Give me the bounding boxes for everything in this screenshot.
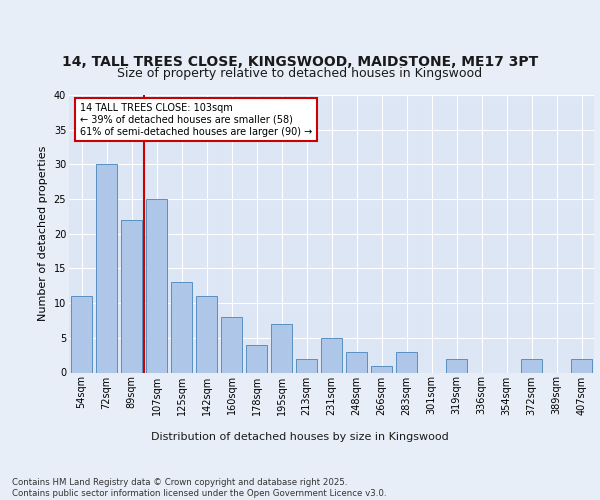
Text: 14 TALL TREES CLOSE: 103sqm
← 39% of detached houses are smaller (58)
61% of sem: 14 TALL TREES CLOSE: 103sqm ← 39% of det… bbox=[79, 104, 312, 136]
Bar bbox=[221, 317, 242, 372]
Bar bbox=[371, 366, 392, 372]
Bar bbox=[71, 296, 92, 372]
Bar bbox=[121, 220, 142, 372]
Bar bbox=[346, 352, 367, 372]
Bar bbox=[446, 358, 467, 372]
Bar bbox=[171, 282, 192, 372]
Bar bbox=[571, 358, 592, 372]
Bar bbox=[271, 324, 292, 372]
Bar bbox=[196, 296, 217, 372]
Text: 14, TALL TREES CLOSE, KINGSWOOD, MAIDSTONE, ME17 3PT: 14, TALL TREES CLOSE, KINGSWOOD, MAIDSTO… bbox=[62, 55, 538, 69]
Y-axis label: Number of detached properties: Number of detached properties bbox=[38, 146, 48, 322]
Bar bbox=[396, 352, 417, 372]
Bar bbox=[246, 345, 267, 372]
Text: Contains HM Land Registry data © Crown copyright and database right 2025.
Contai: Contains HM Land Registry data © Crown c… bbox=[12, 478, 386, 498]
Bar bbox=[321, 338, 342, 372]
Text: Distribution of detached houses by size in Kingswood: Distribution of detached houses by size … bbox=[151, 432, 449, 442]
Bar bbox=[521, 358, 542, 372]
Bar bbox=[96, 164, 117, 372]
Bar bbox=[146, 199, 167, 372]
Bar bbox=[296, 358, 317, 372]
Text: Size of property relative to detached houses in Kingswood: Size of property relative to detached ho… bbox=[118, 67, 482, 80]
